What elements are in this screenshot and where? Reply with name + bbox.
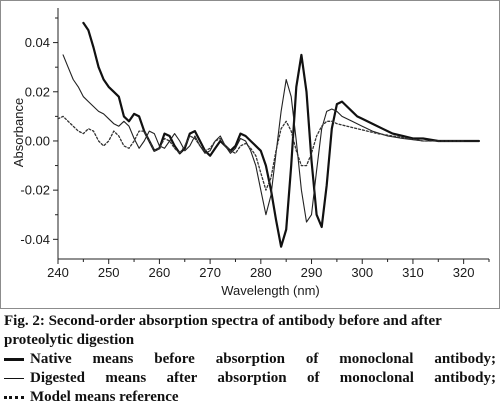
x-tick-label: 320 (453, 265, 475, 280)
series-layer (57, 21, 480, 248)
legend-model-text: Model means reference (30, 389, 179, 405)
x-tick-label: 250 (98, 265, 120, 280)
legend-thin-line-icon (4, 378, 24, 379)
legend-solid-line-icon (4, 358, 24, 361)
y-tick-label: 0.00 (25, 133, 50, 148)
legend-dotted-line-icon (4, 396, 24, 399)
x-tick-label: 260 (149, 265, 171, 280)
y-tick-label: 0.04 (25, 35, 50, 50)
x-tick-label: 300 (351, 265, 373, 280)
y-tick-label: 0.02 (25, 84, 50, 99)
x-tick-label: 240 (47, 265, 69, 280)
x-tick-label: 270 (199, 265, 221, 280)
x-tick-label: 290 (301, 265, 323, 280)
series-digested-line (62, 54, 480, 223)
y-axis-label: Absorbance (11, 98, 26, 167)
series-native-line (82, 21, 480, 248)
x-tick-label: 280 (250, 265, 272, 280)
caption-title: Fig. 2: Second-order absorption spectra … (4, 313, 442, 348)
y-tick-label: -0.04 (20, 232, 50, 247)
legend-entry-model: Model means reference (4, 388, 496, 407)
chart-frame: 0.04 0.02 0.00 -0.02 -0.04 240 250 260 270 280 290… (0, 0, 500, 309)
legend-entry-native: Native means before absorption of monocl… (4, 350, 496, 369)
legend-digested-text: Digested means after absorption of monoc… (30, 370, 496, 386)
x-axis-label: Wavelength (nm) (221, 283, 320, 298)
series-model-line (57, 115, 465, 191)
y-tick-label: -0.02 (20, 183, 50, 198)
x-tick-label: 310 (402, 265, 424, 280)
legend-entry-digested: Digested means after absorption of monoc… (4, 369, 496, 388)
legend-native-text: Native means before absorption of monocl… (30, 351, 496, 367)
spectra-chart: 0.04 0.02 0.00 -0.02 -0.04 240 250 260 270 280 290… (11, 8, 490, 298)
figure-caption: Fig. 2: Second-order absorption spectra … (4, 312, 496, 407)
axes: 0.04 0.02 0.00 -0.02 -0.04 240 250 260 270 280 290… (20, 8, 490, 280)
